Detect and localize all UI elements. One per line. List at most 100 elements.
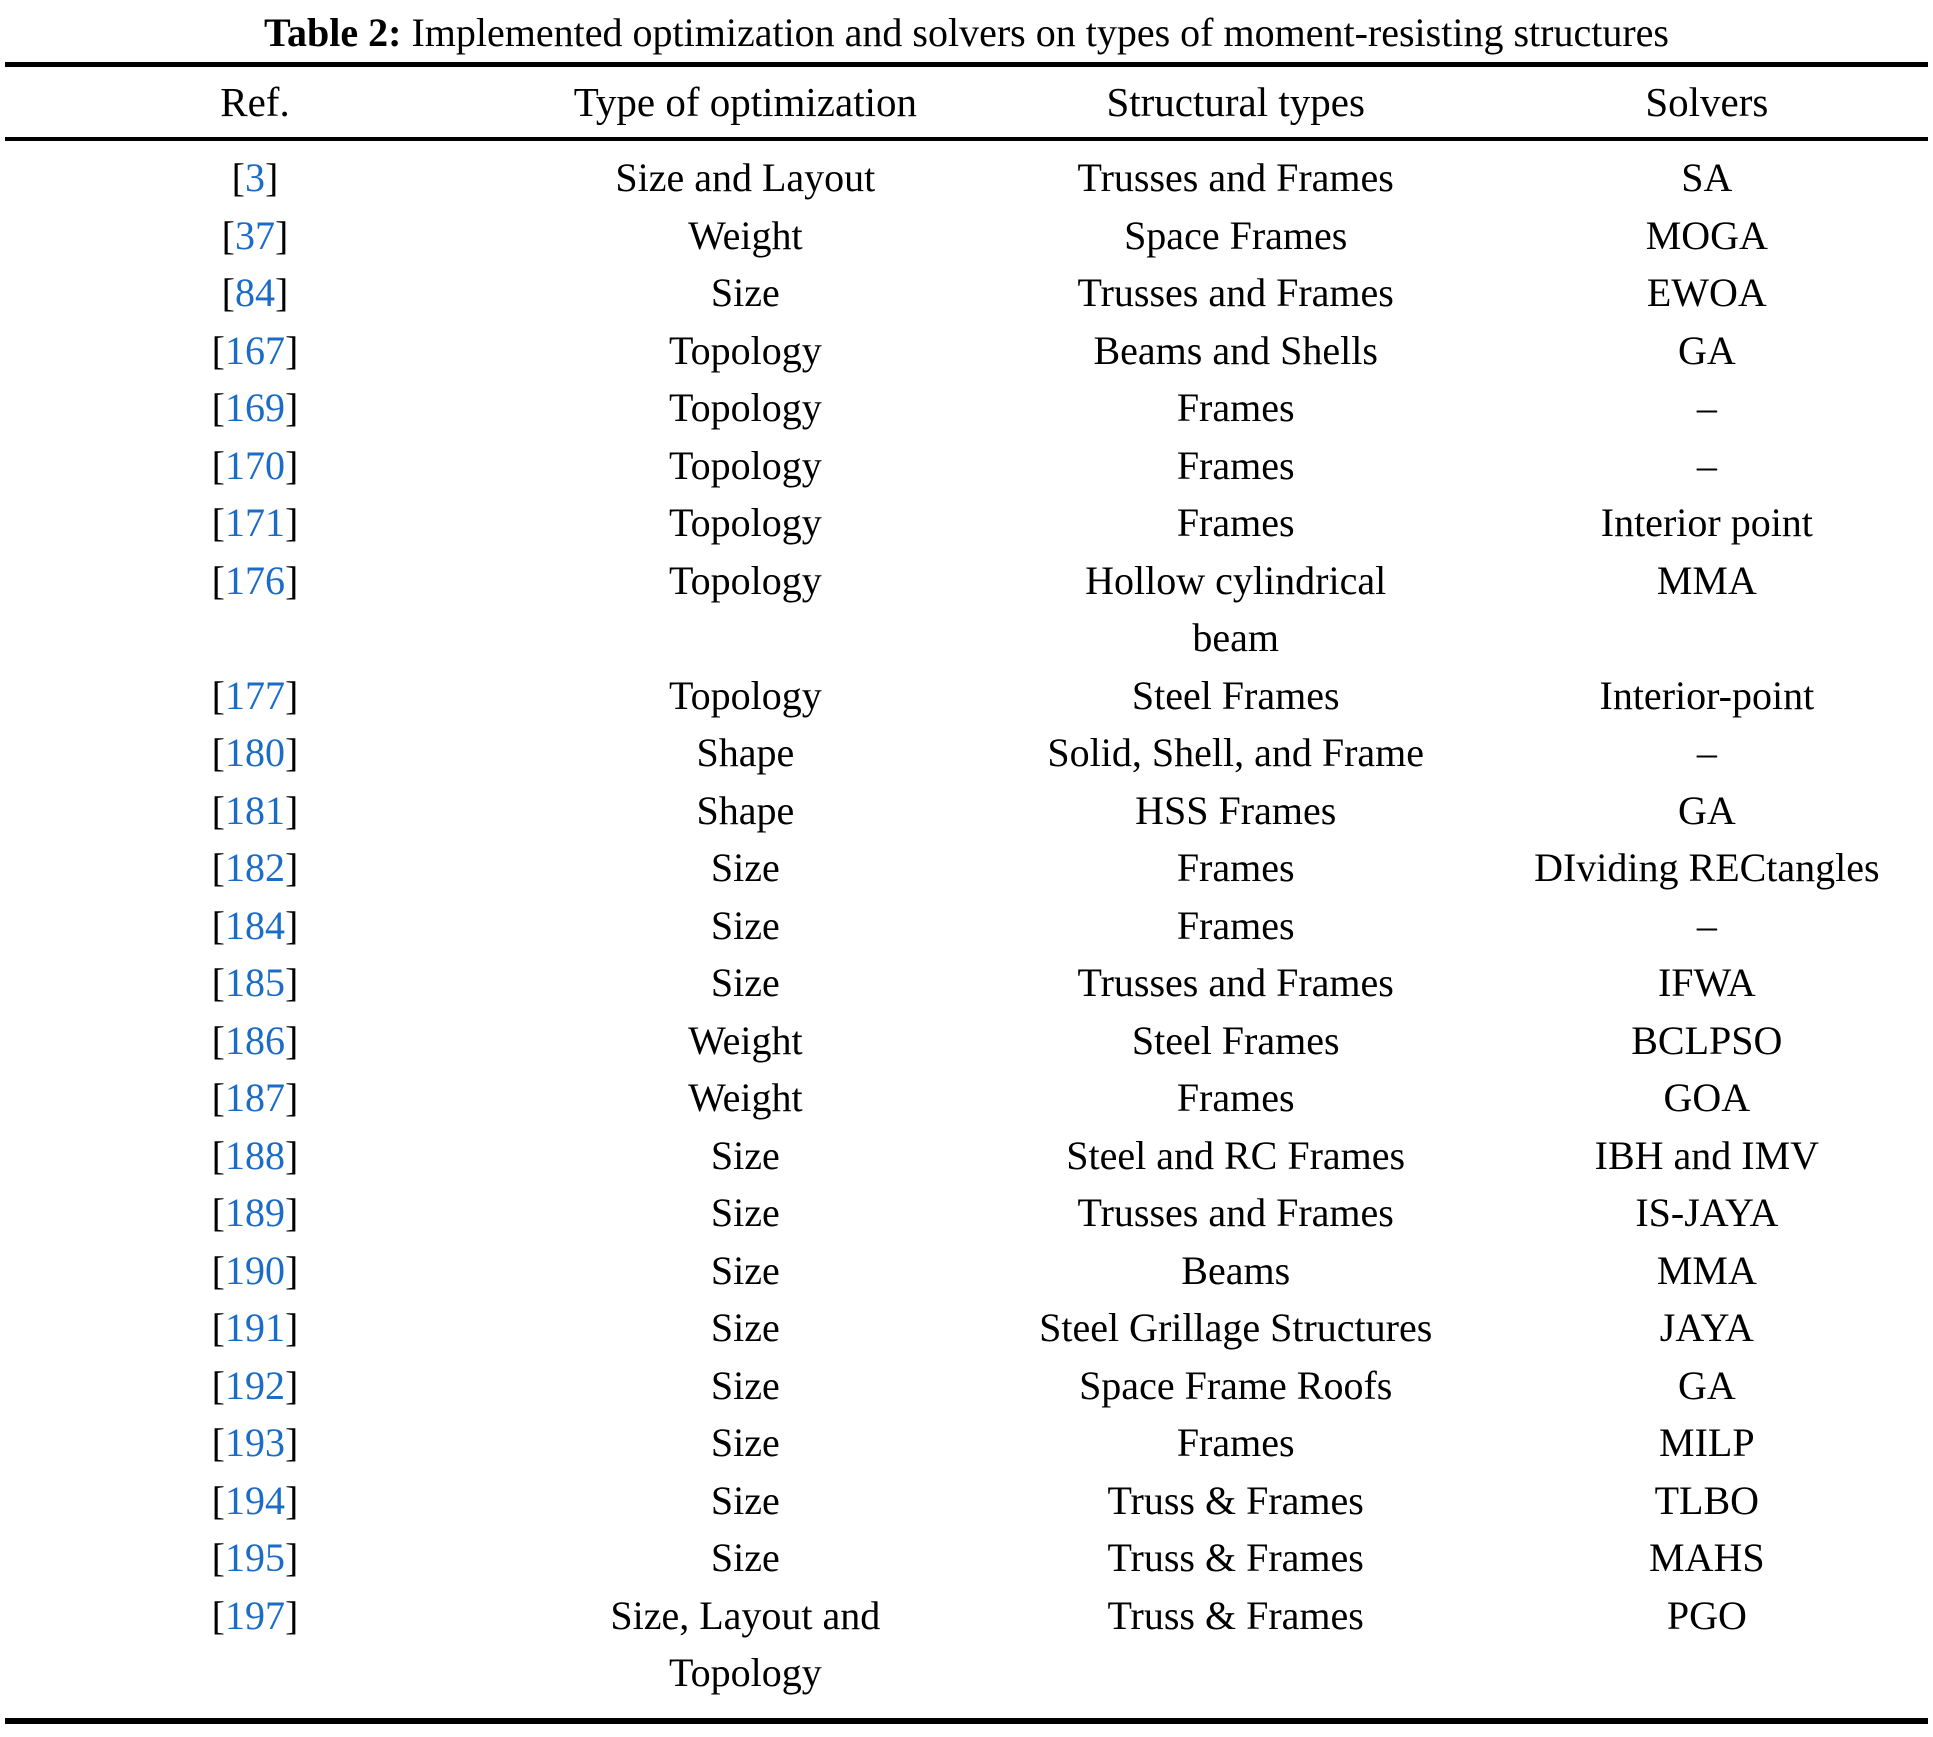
ref-bracket-close: ] [284,845,299,890]
citation-link[interactable]: 188 [224,1132,285,1178]
ref-bracket-close: ] [284,1247,299,1293]
bottom-rule [5,1717,1928,1724]
citation-link[interactable]: 185 [224,960,285,1005]
citation-link[interactable]: 169 [224,385,285,430]
ref-cell: [189] [5,1184,505,1242]
structural-cell: Frames [1176,385,1295,430]
ref-bracket-close: ] [274,212,289,258]
ref-cell: [193] [5,1414,505,1472]
ref-bracket-close: ] [284,500,299,545]
structural-cell: Truss & Frames [1107,1535,1364,1580]
table-row: [189] Size Trusses and Frames IS-JAYA [5,1184,1928,1242]
table-row: [169] Topology Frames – [5,379,1928,437]
table-row: [84] Size Trusses and Frames EWOA [5,264,1928,322]
optimization-cell: Topology [668,385,822,430]
citation-link[interactable]: 171 [224,500,285,545]
header-optimization: Type of optimization [504,67,986,141]
citation-link[interactable]: 170 [224,442,285,488]
optimization-cell: Topology [668,327,822,373]
solver-cell: GA [1677,327,1736,373]
structural-cell: Trusses and Frames [1077,155,1394,200]
ref-bracket-open: [ [221,270,235,315]
citation-link[interactable]: 191 [224,1305,285,1350]
ref-bracket-open: [ [211,1305,225,1350]
citation-link[interactable]: 180 [224,730,285,775]
structural-cell: Steel Frames [1131,672,1340,718]
ref-cell: [84] [5,264,505,322]
table-row: [194] Size Truss & Frames TLBO [5,1472,1928,1530]
solver-cell: Interior-point [1599,672,1815,718]
ref-bracket-open: [ [221,212,235,258]
solver-cell: GA [1677,787,1736,833]
citation-link[interactable]: 84 [234,270,275,315]
citation-link[interactable]: 177 [224,672,285,718]
ref-cell: [170] [5,437,505,495]
ref-bracket-close: ] [284,1592,299,1638]
citation-link[interactable]: 195 [224,1535,285,1580]
table-row: [182] Size Frames DIviding RECtangles [5,839,1928,897]
ref-bracket-close: ] [284,1075,299,1120]
citation-link[interactable]: 37 [234,212,275,258]
optimization-cell: Size, Layout and Topology [610,1592,881,1696]
structural-cell: Steel Grillage Structures [1039,1305,1433,1350]
citation-link[interactable]: 192 [224,1362,285,1408]
table-row: [167] Topology Beams and Shells GA [5,322,1928,380]
citation-link[interactable]: 186 [224,1017,285,1063]
citation-link[interactable]: 181 [224,787,285,833]
structural-cell: Space Frames [1124,212,1348,258]
citation-link[interactable]: 167 [224,327,285,373]
citation-link[interactable]: 176 [224,557,285,603]
ref-bracket-open: [ [211,1477,225,1523]
ref-bracket-open: [ [211,327,225,373]
ref-cell: [185] [5,954,505,1012]
citation-link[interactable]: 194 [224,1477,285,1523]
table-row: [188] Size Steel and RC Frames IBH and I… [5,1127,1928,1185]
table-row: [193] Size Frames MILP [5,1414,1928,1472]
ref-bracket-close: ] [284,385,299,430]
table-row: [186] Weight Steel Frames BCLPSO [5,1012,1928,1070]
citation-link[interactable]: 182 [224,845,285,890]
solver-cell: MAHS [1649,1535,1765,1580]
ref-bracket-open: [ [211,1420,225,1465]
ref-bracket-close: ] [284,960,299,1005]
ref-cell: [184] [5,897,505,955]
ref-bracket-open: [ [211,442,225,488]
citation-link[interactable]: 187 [224,1075,285,1120]
citation-link[interactable]: 190 [224,1247,285,1293]
ref-cell: [192] [5,1357,505,1415]
optimization-cell: Size [710,902,780,948]
structural-cell: Frames [1176,902,1295,948]
solver-cell: SA [1681,155,1733,200]
optimization-cell: Topology [668,672,822,718]
ref-bracket-open: [ [211,1132,225,1178]
references-table: Ref. Type of optimization Structural typ… [5,67,1928,1702]
optimization-cell: Topology [668,557,822,603]
ref-cell: [180] [5,724,505,782]
caption-label: Table 2: [264,10,402,55]
table-row: [187] Weight Frames GOA [5,1069,1928,1127]
ref-bracket-close: ] [284,1305,299,1350]
structural-cell: Beams and Shells [1093,327,1378,373]
table-row: [197] Size, Layout and Topology Truss & … [5,1587,1928,1702]
solver-cell: TLBO [1654,1477,1760,1523]
ref-bracket-close: ] [264,155,279,200]
ref-bracket-close: ] [284,672,299,718]
ref-bracket-open: [ [211,1017,225,1063]
citation-link[interactable]: 193 [224,1420,285,1465]
citation-link[interactable]: 3 [244,155,265,200]
ref-bracket-open: [ [211,787,225,833]
citation-link[interactable]: 197 [224,1592,285,1638]
ref-bracket-close: ] [284,1420,299,1465]
structural-cell: Truss & Frames [1107,1592,1364,1638]
solver-cell: MILP [1659,1420,1755,1465]
structural-cell: Solid, Shell, and Frame [1047,730,1425,775]
optimization-cell: Weight [688,1017,803,1063]
ref-cell: [167] [5,322,505,380]
ref-bracket-close: ] [284,557,299,603]
solver-cell: IS-JAYA [1635,1190,1779,1235]
citation-link[interactable]: 189 [224,1190,285,1235]
citation-link[interactable]: 184 [224,902,285,948]
solver-cell: GA [1677,1362,1736,1408]
structural-cell: Steel and RC Frames [1066,1132,1406,1178]
ref-cell: [182] [5,839,505,897]
